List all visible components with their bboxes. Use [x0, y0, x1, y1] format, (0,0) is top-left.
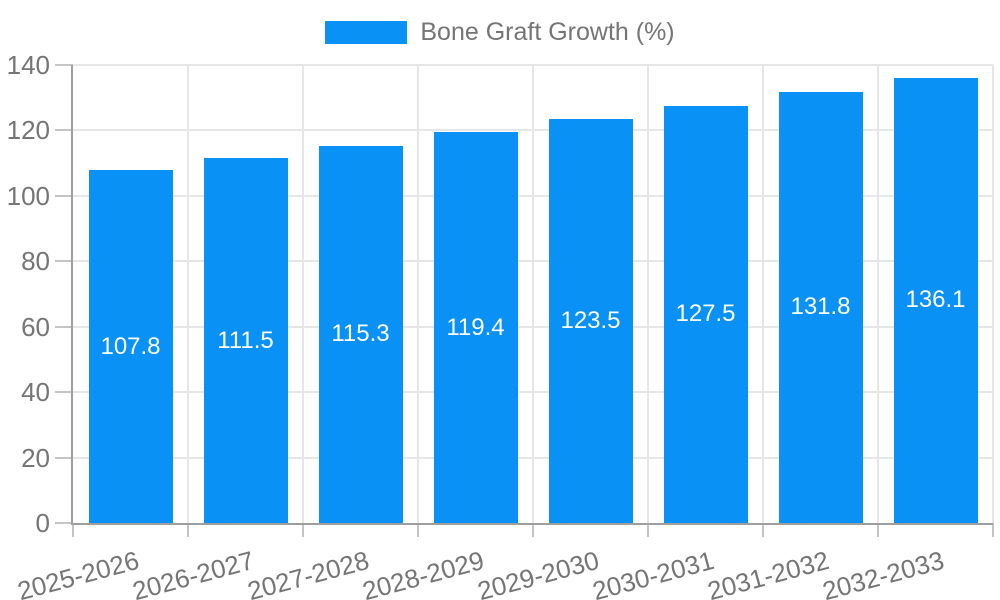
y-axis-tick-label: 140: [6, 50, 50, 80]
y-axis-tick: [55, 194, 73, 197]
bar[interactable]: 131.8: [778, 91, 863, 523]
x-axis-tick: [417, 523, 419, 537]
bar-value-label: 111.5: [217, 326, 274, 354]
x-axis-tick-label: 2029-2030: [474, 545, 603, 600]
legend-swatch-icon: [325, 21, 408, 44]
x-axis-tick-label: 2032-2033: [819, 545, 948, 600]
x-axis-tick-label: 2030-2031: [589, 545, 718, 600]
bar[interactable]: 107.8: [88, 170, 173, 523]
x-gridline: [762, 65, 764, 523]
y-axis-tick: [55, 325, 73, 328]
bar[interactable]: 136.1: [893, 77, 978, 523]
y-axis-tick: [55, 64, 73, 66]
x-gridline: [302, 65, 304, 523]
bar-value-label: 136.1: [905, 286, 966, 314]
y-axis-tick-label: 40: [21, 377, 50, 408]
x-gridline: [532, 65, 534, 523]
x-axis-tick: [762, 523, 764, 537]
legend: Bone Graft Growth (%): [0, 18, 1000, 47]
x-gridline: [187, 65, 189, 523]
y-axis-tick: [55, 260, 73, 263]
bar-value-label: 131.8: [790, 293, 851, 321]
bar-value-label: 107.8: [100, 332, 161, 360]
x-gridline: [877, 65, 879, 523]
bar[interactable]: 111.5: [203, 158, 288, 523]
bar[interactable]: 127.5: [663, 105, 748, 523]
bar-value-label: 123.5: [560, 306, 621, 334]
x-gridline: [992, 65, 994, 523]
y-axis-tick-label: 80: [21, 246, 50, 277]
x-axis-tick-label: 2031-2032: [704, 545, 833, 600]
x-axis-tick-label: 2026-2027: [129, 545, 258, 600]
bar-value-label: 127.5: [675, 300, 736, 328]
y-axis-tick: [55, 456, 73, 459]
y-axis-tick: [55, 129, 73, 132]
x-axis-tick-label: 2028-2029: [359, 545, 488, 600]
x-axis-tick: [877, 523, 879, 537]
x-gridline: [417, 65, 419, 523]
y-axis-tick-label: 20: [21, 442, 50, 473]
y-axis-tick: [55, 522, 73, 524]
x-axis-line: [71, 523, 993, 525]
x-axis-tick: [532, 523, 534, 537]
y-axis-tick-label: 100: [6, 180, 50, 211]
y-axis-tick-label: 60: [21, 311, 50, 342]
bar-value-label: 119.4: [446, 313, 505, 341]
bar[interactable]: 115.3: [318, 145, 403, 523]
x-axis-tick-label: 2025-2026: [14, 545, 143, 600]
legend-item-bone-graft-growth[interactable]: Bone Graft Growth (%): [325, 18, 675, 47]
x-axis-tick: [72, 523, 74, 537]
bar[interactable]: 123.5: [548, 118, 633, 523]
x-axis-tick: [647, 523, 649, 537]
y-axis-tick-label: 0: [35, 508, 50, 538]
y-axis-tick: [55, 391, 73, 394]
bar[interactable]: 119.4: [433, 132, 518, 523]
x-axis-tick: [302, 523, 304, 537]
bar-value-label: 115.3: [331, 320, 390, 348]
x-axis-tick-label: 2027-2028: [244, 545, 373, 600]
x-axis-tick: [992, 523, 994, 537]
x-gridline: [647, 65, 649, 523]
y-axis-line: [71, 65, 73, 523]
legend-label: Bone Graft Growth (%): [420, 18, 675, 46]
y-axis-tick-label: 120: [6, 115, 50, 146]
x-axis-tick: [187, 523, 189, 537]
